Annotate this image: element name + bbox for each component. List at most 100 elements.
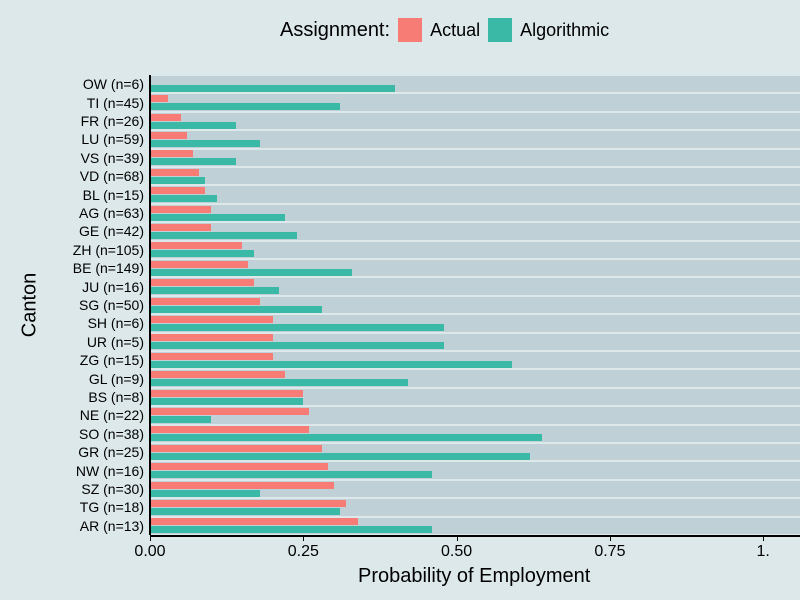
x-axis-tick-label: 0.50 (441, 543, 472, 561)
y-axis-category-label: NW (n=16) (76, 463, 144, 479)
row-band (150, 150, 800, 166)
y-axis-category-label: TI (n=45) (87, 95, 144, 111)
row-band (150, 186, 800, 202)
bar-actual (150, 279, 254, 286)
bar-algorithmic (150, 434, 542, 441)
y-axis-category-label: SH (n=6) (88, 315, 144, 331)
bar-algorithmic (150, 398, 303, 405)
y-axis-line (149, 75, 151, 535)
bar-algorithmic (150, 195, 217, 202)
y-axis-category-label: GE (n=42) (79, 223, 144, 239)
bar-actual (150, 463, 328, 470)
bar-algorithmic (150, 287, 279, 294)
bar-algorithmic (150, 490, 260, 497)
legend-swatch (398, 18, 422, 42)
bar-actual (150, 500, 346, 507)
bar-algorithmic (150, 214, 285, 221)
bar-algorithmic (150, 342, 444, 349)
bar-algorithmic (150, 103, 340, 110)
y-axis-category-label: BS (n=8) (88, 389, 144, 405)
bar-algorithmic (150, 379, 408, 386)
legend-label: Actual (430, 20, 480, 41)
bar-algorithmic (150, 471, 432, 478)
bar-actual (150, 132, 187, 139)
bar-algorithmic (150, 306, 322, 313)
employment-chart: Assignment: Actual Algorithmic OW (n=6) TI (… (0, 0, 800, 600)
y-axis-category-label: BE (n=149) (73, 260, 144, 276)
y-axis-category-label: GR (n=25) (78, 444, 144, 460)
y-axis-category-label: NE (n=22) (80, 407, 144, 423)
y-axis-category-label: VD (n=68) (80, 168, 144, 184)
bar-algorithmic (150, 250, 254, 257)
bar-algorithmic (150, 361, 512, 368)
bar-algorithmic (150, 453, 530, 460)
legend: Assignment: Actual Algorithmic (280, 18, 609, 42)
bar-algorithmic (150, 508, 340, 515)
x-axis-tick-label: 0.00 (134, 543, 165, 561)
y-axis-category-label: ZH (n=105) (73, 242, 144, 258)
y-axis-category-label: AR (n=13) (80, 518, 144, 534)
y-axis-category-label: JU (n=16) (82, 279, 144, 295)
y-axis-category-label: VS (n=39) (81, 150, 144, 166)
x-axis-tick-label: 0.25 (288, 543, 319, 561)
y-axis-category-label: GL (n=9) (89, 371, 144, 387)
bar-actual (150, 371, 285, 378)
bar-actual (150, 169, 199, 176)
legend-swatch (488, 18, 512, 42)
bar-algorithmic (150, 232, 297, 239)
bar-actual (150, 187, 205, 194)
bar-actual (150, 261, 248, 268)
bar-actual (150, 445, 322, 452)
bar-actual (150, 206, 211, 213)
y-axis-category-label: FR (n=26) (81, 113, 144, 129)
bar-actual (150, 298, 260, 305)
x-axis-tick (150, 535, 151, 541)
row-band (150, 168, 800, 184)
y-axis-category-label: TG (n=18) (80, 499, 144, 515)
bar-actual (150, 114, 181, 121)
plot-area (150, 75, 800, 535)
y-axis-title: Canton (19, 273, 42, 338)
y-axis-category-label: ZG (n=15) (80, 352, 144, 368)
x-axis-tick (303, 535, 304, 541)
bar-actual (150, 408, 309, 415)
x-axis-tick (457, 535, 458, 541)
y-axis-category-label: AG (n=63) (79, 205, 144, 221)
y-axis-category-label: BL (n=15) (83, 187, 144, 203)
bar-actual (150, 390, 303, 397)
bar-actual (150, 316, 273, 323)
bar-actual (150, 426, 309, 433)
bar-actual (150, 353, 273, 360)
y-axis-category-label: OW (n=6) (83, 76, 144, 92)
x-axis-title: Probability of Employment (358, 565, 590, 588)
bar-algorithmic (150, 416, 211, 423)
y-axis-category-label: SG (n=50) (79, 297, 144, 313)
y-axis-category-label: SZ (n=30) (81, 481, 144, 497)
bar-algorithmic (150, 158, 236, 165)
bar-actual (150, 242, 242, 249)
bar-algorithmic (150, 526, 432, 533)
x-axis-tick (763, 535, 764, 541)
legend-title: Assignment: (280, 19, 390, 42)
bar-algorithmic (150, 177, 205, 184)
bar-algorithmic (150, 122, 236, 129)
bar-algorithmic (150, 140, 260, 147)
bar-actual (150, 518, 358, 525)
bar-algorithmic (150, 269, 352, 276)
bar-algorithmic (150, 324, 444, 331)
x-axis-tick-label: 0.75 (594, 543, 625, 561)
x-axis-tick (610, 535, 611, 541)
legend-label: Algorithmic (520, 20, 609, 41)
x-axis-tick-label: 1. (757, 543, 770, 561)
bar-actual (150, 224, 211, 231)
y-axis-category-label: UR (n=5) (87, 334, 144, 350)
bar-actual (150, 150, 193, 157)
bar-actual (150, 334, 273, 341)
y-axis-category-label: SO (n=38) (79, 426, 144, 442)
y-axis-category-label: LU (n=59) (81, 131, 144, 147)
bar-actual (150, 95, 168, 102)
row-band (150, 113, 800, 129)
x-axis-line (150, 535, 800, 537)
bar-algorithmic (150, 85, 395, 92)
bar-actual (150, 482, 334, 489)
